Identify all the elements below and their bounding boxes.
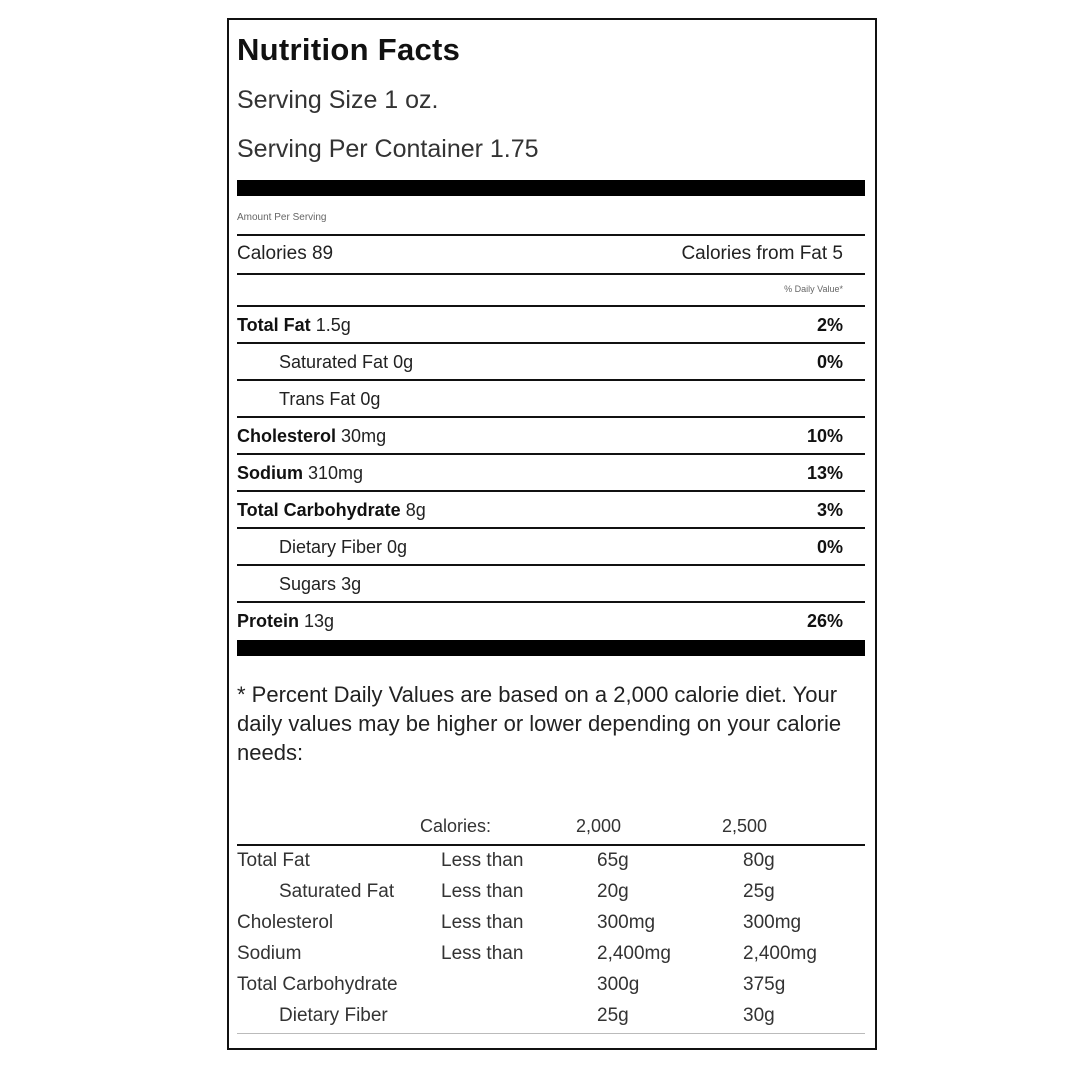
dv-header-label: Calories: xyxy=(420,816,492,836)
nutrient-label: Sodium xyxy=(237,463,303,483)
divider xyxy=(237,564,865,566)
dv-nutrient-name: Dietary Fiber xyxy=(279,1005,388,1026)
dv-value-2500: 30g xyxy=(743,1005,775,1026)
dv-qualifier: Less than xyxy=(441,881,524,902)
nutrient-name: Saturated Fat 0g xyxy=(237,352,413,372)
nutrient-name: Cholesterol 30mg xyxy=(237,426,386,446)
daily-value-header: % Daily Value* xyxy=(784,284,843,294)
divider xyxy=(237,453,865,455)
nutrient-amount: 0g xyxy=(387,537,408,557)
nutrient-daily-value: 0% xyxy=(816,537,843,557)
dv-value-2500: 25g xyxy=(743,881,775,902)
calories-value: 89 xyxy=(311,243,334,264)
dv-header-2000: 2,000 xyxy=(576,816,622,836)
nutrient-name: Total Fat 1.5g xyxy=(237,315,351,335)
nutrient-row: Sodium 310mg 13% xyxy=(237,455,865,491)
divider xyxy=(237,416,865,418)
dv-qualifier: Less than xyxy=(441,850,524,871)
nutrient-amount: 3g xyxy=(341,574,362,594)
nutrient-amount: 0g xyxy=(360,389,381,409)
nutrient-name: Dietary Fiber 0g xyxy=(237,537,407,557)
calories-from-fat: Calories from Fat 5 xyxy=(681,243,843,264)
nutrient-row: Protein 13g 26% xyxy=(237,603,865,639)
dv-value-2000: 300g xyxy=(597,974,640,995)
nutrient-daily-value: 10% xyxy=(806,426,843,446)
nutrient-name: Sugars 3g xyxy=(237,574,361,594)
nutrient-amount: 8g xyxy=(405,500,426,520)
thick-divider-top xyxy=(237,180,865,196)
nutrition-label: Nutrition Facts Serving Size 1 oz. Servi… xyxy=(227,18,877,1050)
nutrient-label: Cholesterol xyxy=(237,426,337,446)
nutrient-amount: 13g xyxy=(304,611,335,631)
nutrient-amount: 310mg xyxy=(308,463,364,483)
dv-header-2500: 2,500 xyxy=(722,816,768,836)
nutrient-daily-value: 0% xyxy=(816,352,843,372)
label-title: Nutrition Facts xyxy=(237,32,461,67)
nutrient-label: Saturated Fat xyxy=(279,352,389,372)
nutrient-daily-value: 13% xyxy=(806,463,843,483)
nutrient-daily-value: 3% xyxy=(816,500,843,520)
nutrient-daily-value: 2% xyxy=(816,315,843,335)
dv-nutrient-name: Total Fat xyxy=(237,850,310,871)
dv-value-2500: 80g xyxy=(743,850,775,871)
dv-qualifier: Less than xyxy=(441,912,524,933)
footnote: * Percent Daily Values are based on a 2,… xyxy=(237,682,842,765)
nutrient-amount: 0g xyxy=(393,352,414,372)
nutrient-name: Sodium 310mg xyxy=(237,463,363,483)
divider xyxy=(237,273,865,275)
nutrient-label: Protein xyxy=(237,611,300,631)
calories-line: Calories 89 xyxy=(237,243,333,265)
nutrient-label: Sugars xyxy=(279,574,337,594)
dv-nutrient-name: Sodium xyxy=(237,943,302,964)
dv-value-2000: 300mg xyxy=(597,912,656,933)
dv-qualifier: Less than xyxy=(441,943,524,964)
dv-value-2500: 300mg xyxy=(743,912,802,933)
dv-value-2000: 20g xyxy=(597,881,629,902)
nutrient-row: Total Fat 1.5g 2% xyxy=(237,307,865,343)
label-body: Nutrition Facts Serving Size 1 oz. Servi… xyxy=(237,20,865,1048)
divider xyxy=(237,379,865,381)
dv-header-divider xyxy=(237,844,865,846)
nutrient-row: Sugars 3g xyxy=(237,566,865,602)
divider xyxy=(237,234,865,236)
nutrient-row: Trans Fat 0g xyxy=(237,381,865,417)
thick-divider-bottom xyxy=(237,640,865,656)
divider xyxy=(237,527,865,529)
amount-per-serving: Amount Per Serving xyxy=(237,212,327,223)
nutrient-name: Protein 13g xyxy=(237,611,334,631)
dv-value-2000: 25g xyxy=(597,1005,629,1026)
divider xyxy=(237,601,865,603)
divider xyxy=(237,305,865,307)
dv-nutrient-name: Total Carbohydrate xyxy=(237,974,398,995)
nutrient-name: Trans Fat 0g xyxy=(237,389,380,409)
nutrient-amount: 30mg xyxy=(341,426,387,446)
nutrient-row: Total Carbohydrate 8g 3% xyxy=(237,492,865,528)
nutrient-name: Total Carbohydrate 8g xyxy=(237,500,426,520)
dv-value-2500: 2,400mg xyxy=(743,943,817,964)
nutrient-daily-value: 26% xyxy=(806,611,843,631)
serving-size: Serving Size 1 oz. xyxy=(237,86,439,114)
divider xyxy=(237,490,865,492)
calories-label: Calories xyxy=(237,243,307,264)
dv-value-2000: 65g xyxy=(597,850,629,871)
bottom-divider xyxy=(237,1033,865,1034)
nutrient-row: Dietary Fiber 0g 0% xyxy=(237,529,865,565)
nutrient-label: Total Carbohydrate xyxy=(237,500,401,520)
dv-nutrient-name: Saturated Fat xyxy=(279,881,395,902)
nutrient-row: Saturated Fat 0g 0% xyxy=(237,344,865,380)
nutrient-label: Trans Fat xyxy=(279,389,356,409)
nutrient-row: Cholesterol 30mg 10% xyxy=(237,418,865,454)
nutrient-amount: 1.5g xyxy=(315,315,351,335)
nutrient-label: Dietary Fiber xyxy=(279,537,383,557)
dv-value-2000: 2,400mg xyxy=(597,943,671,964)
dv-nutrient-name: Cholesterol xyxy=(237,912,334,933)
nutrient-label: Total Fat xyxy=(237,315,311,335)
divider xyxy=(237,342,865,344)
dv-value-2500: 375g xyxy=(743,974,786,995)
servings-per-container: Serving Per Container 1.75 xyxy=(237,135,539,163)
